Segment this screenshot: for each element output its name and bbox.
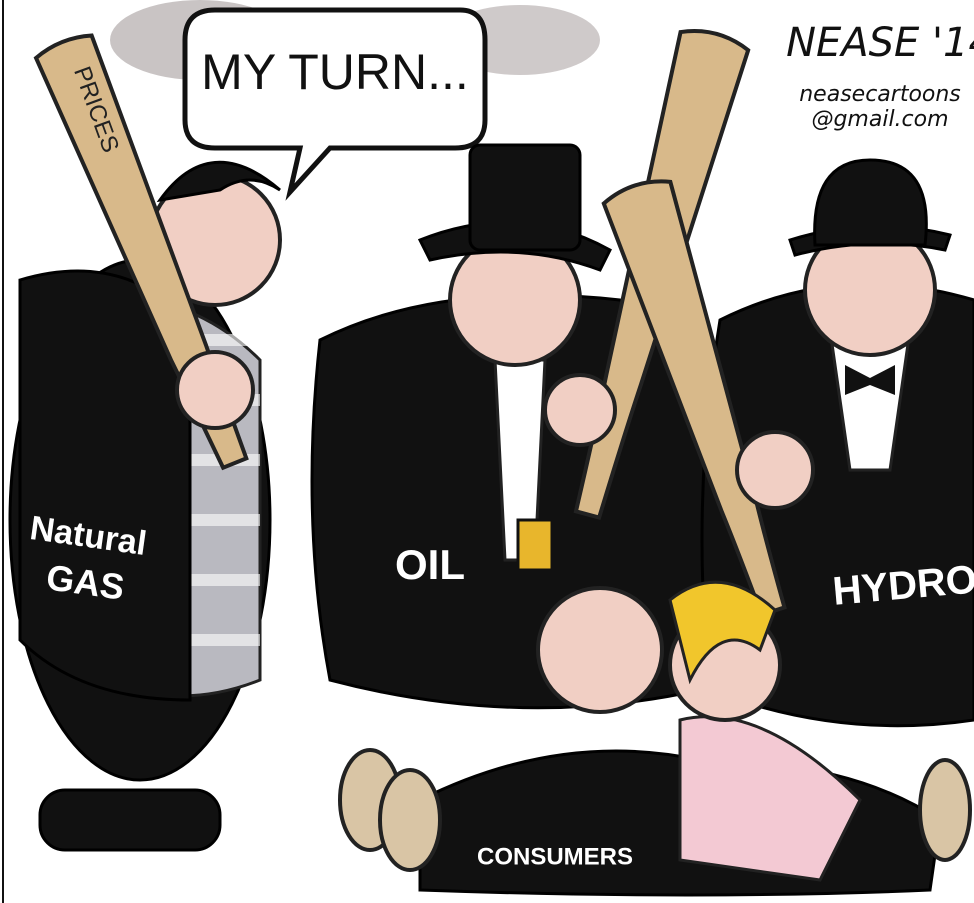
hands bbox=[177, 352, 253, 428]
victims-label: CONSUMERS bbox=[477, 843, 633, 870]
hat bbox=[470, 145, 580, 250]
head bbox=[538, 588, 662, 712]
legs bbox=[40, 790, 220, 850]
signature-line: neasecartoons bbox=[799, 82, 961, 107]
hat bbox=[815, 160, 927, 245]
cartoon: PRICES Natural GAS MY TURN... OIL HY bbox=[0, 0, 974, 903]
figure-label: OIL bbox=[395, 541, 465, 588]
speech-text: MY TURN... bbox=[201, 44, 469, 100]
signature-name: NEASE '14 bbox=[786, 20, 974, 66]
shoe bbox=[920, 760, 970, 860]
shoe bbox=[380, 770, 440, 870]
hands bbox=[545, 375, 615, 445]
signature-line: @gmail.com bbox=[811, 107, 948, 132]
hands bbox=[737, 432, 813, 508]
tie bbox=[518, 520, 552, 570]
